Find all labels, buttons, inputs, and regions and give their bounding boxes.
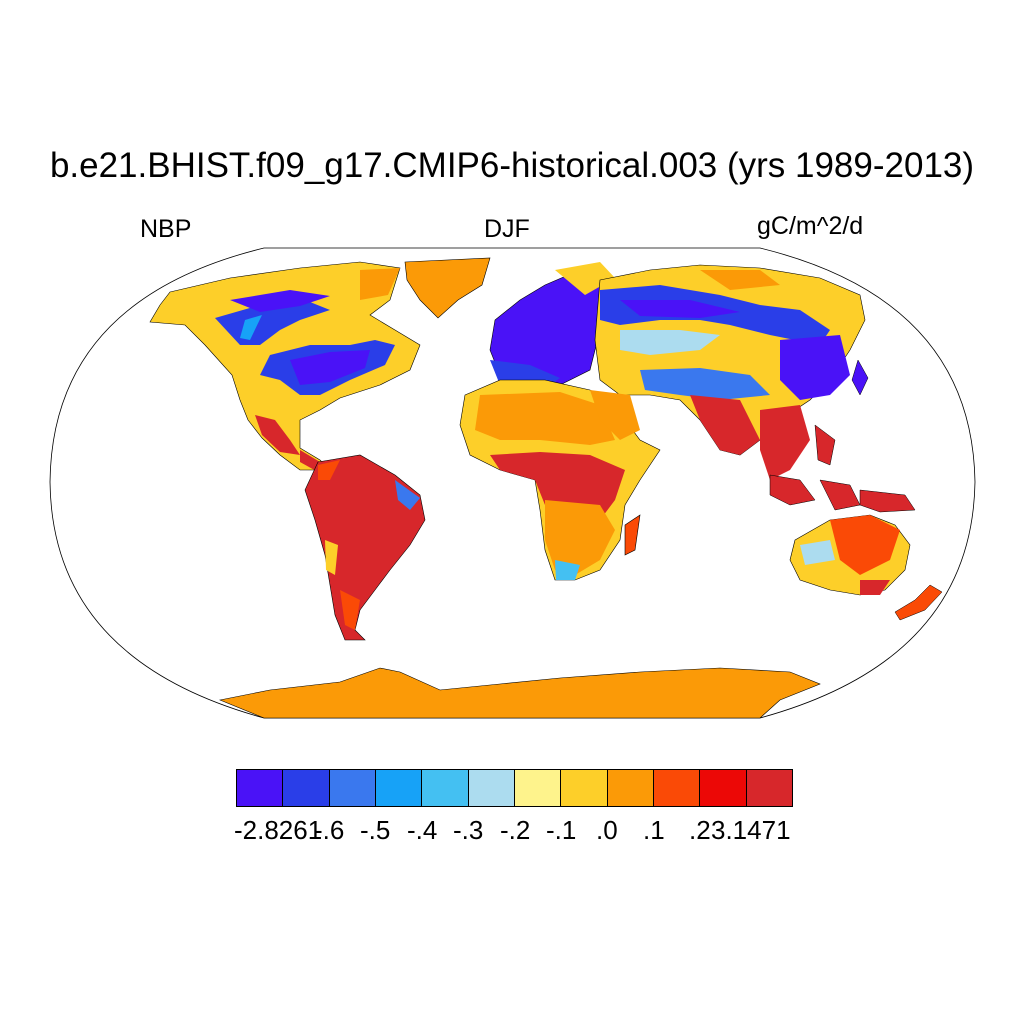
colorbar-swatch bbox=[607, 770, 654, 806]
colorbar-swatch bbox=[468, 770, 515, 806]
colorbar-swatch bbox=[561, 770, 608, 806]
land-new-zealand bbox=[894, 584, 943, 621]
colorbar-swatch bbox=[237, 770, 284, 806]
colorbar-tick-label: -.2 bbox=[500, 815, 531, 845]
land-antarctica bbox=[218, 667, 821, 719]
colorbar-tick-label: -.3 bbox=[453, 815, 484, 845]
land-greenland bbox=[404, 257, 491, 319]
colorbar-swatch bbox=[653, 770, 701, 806]
colorbar-tick-label: .2 bbox=[689, 815, 711, 845]
colorbar-swatch bbox=[700, 770, 747, 806]
land-south-america bbox=[304, 454, 426, 641]
colorbar-swatch bbox=[329, 770, 376, 806]
land-africa bbox=[459, 379, 661, 581]
colorbar-tick-label: .0 bbox=[596, 815, 618, 845]
plot-title: b.e21.BHIST.f09_g17.CMIP6-historical.003… bbox=[49, 146, 975, 185]
colorbar bbox=[236, 769, 793, 807]
colorbar-tick-label: .1 bbox=[643, 815, 665, 845]
colorbar-tick-label: -.5 bbox=[360, 815, 391, 845]
colorbar-tick-label: -.6 bbox=[314, 815, 345, 845]
colorbar-swatch bbox=[746, 770, 792, 806]
season-label: DJF bbox=[484, 215, 530, 243]
colorbar-tick-label: 3.1471 bbox=[711, 815, 791, 845]
land-australia bbox=[789, 514, 911, 596]
colorbar-tick-label: -.1 bbox=[546, 815, 577, 845]
colorbar-tick-label: -2.8261 bbox=[234, 815, 323, 845]
land-asia bbox=[590, 264, 866, 480]
units-label: gC/m^2/d bbox=[757, 212, 864, 240]
colorbar-swatch bbox=[514, 770, 562, 806]
land-southeast-asia-islands bbox=[769, 359, 916, 513]
land-north-america bbox=[149, 261, 421, 472]
colorbar-swatch bbox=[375, 770, 423, 806]
colorbar-swatch bbox=[283, 770, 330, 806]
variable-label: NBP bbox=[140, 215, 192, 243]
colorbar-swatch bbox=[422, 770, 469, 806]
colorbar-tick-label: -.4 bbox=[407, 815, 438, 845]
